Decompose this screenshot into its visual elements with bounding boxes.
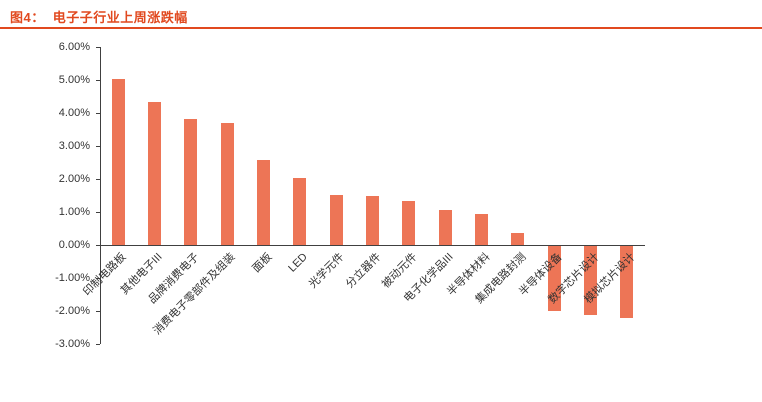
bar [148, 102, 161, 245]
y-axis-label: 1.00% [58, 206, 90, 218]
bar [584, 246, 597, 315]
y-axis-label: 5.00% [58, 74, 90, 86]
y-axis-tick [96, 179, 100, 180]
x-axis-label: LED [286, 251, 311, 275]
bar [438, 210, 452, 245]
y-axis-label: -2.00% [55, 305, 90, 317]
y-axis-label: 0.00% [58, 239, 90, 251]
bar [620, 246, 634, 318]
bar [220, 122, 234, 245]
bar [111, 79, 125, 245]
bar [475, 213, 488, 245]
bar [402, 201, 416, 245]
bar [511, 233, 525, 245]
y-axis-tick [96, 344, 100, 345]
y-axis-label: 4.00% [58, 107, 90, 119]
plot-area: 印制电路板 其他电子III 品牌消费电子 消费电子零部件及组装 面板 LED 光学元件 分立器… [81, 47, 645, 344]
y-axis-tick [96, 245, 100, 246]
x-axis-label: 分立器件 [343, 251, 383, 291]
bar [366, 196, 379, 245]
y-axis-label: 6.00% [58, 41, 90, 53]
y-axis-label: -1.00% [55, 272, 90, 284]
y-axis-line [100, 47, 101, 344]
y-axis-tick [96, 113, 100, 114]
figure-label: 图4： [10, 10, 45, 25]
y-axis-label: 3.00% [58, 140, 90, 152]
y-axis-tick [96, 278, 100, 279]
figure-title: 电子子行业上周涨跌幅 [52, 10, 188, 25]
bar [293, 178, 307, 245]
bar [184, 118, 198, 245]
y-axis-tick [96, 146, 100, 147]
x-axis-zero-line [100, 245, 645, 246]
y-axis-tick [96, 311, 100, 312]
x-axis-label: 光学元件 [307, 251, 347, 291]
bar [257, 160, 270, 245]
x-axis-label: 面板 [249, 251, 274, 276]
y-axis-label: 2.00% [58, 173, 90, 185]
bar [329, 195, 343, 245]
y-axis-tick [96, 47, 100, 48]
y-axis-tick [96, 80, 100, 81]
chart: 6.00% 5.00% 4.00% 3.00% 2.00% 1.00% 0.00% -1.00… [0, 29, 762, 402]
bar [547, 246, 561, 311]
y-axis-label: -3.00% [55, 338, 90, 350]
y-axis-tick [96, 212, 100, 213]
figure-header: 图4： 电子子行业上周涨跌幅 [0, 0, 762, 29]
